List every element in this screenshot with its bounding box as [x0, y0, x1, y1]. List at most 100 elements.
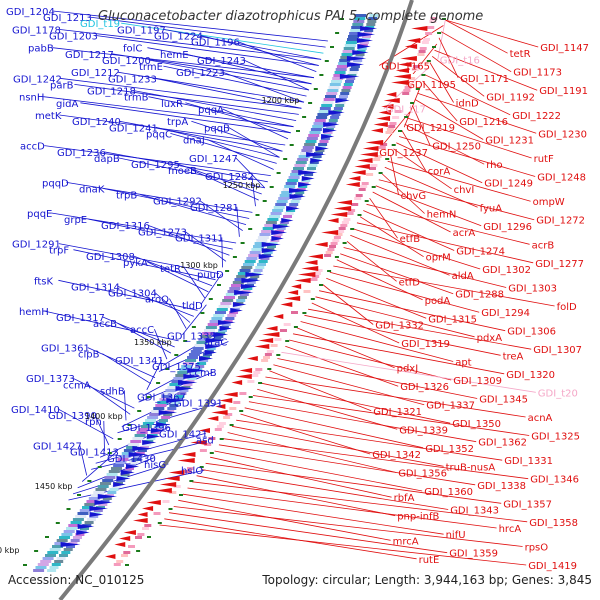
feature-stripe	[284, 185, 296, 188]
feature-stripe	[340, 92, 350, 95]
leader-line	[252, 395, 530, 436]
kbp-scale-label: 1250 kbp	[223, 181, 261, 190]
reverse-gene-arrow	[386, 92, 397, 97]
feature-stripe	[151, 410, 163, 413]
feature-stripe	[236, 299, 246, 302]
forward-gene-arrow	[289, 194, 306, 199]
feature-stripe	[63, 530, 75, 533]
feature-stripe	[313, 272, 321, 275]
reverse-gene-arrow	[146, 500, 161, 505]
reverse-gene-arrow	[357, 158, 373, 163]
gene-label-left: hemE	[160, 50, 189, 61]
reverse-gene-arrow	[378, 110, 391, 115]
tick-mark	[319, 74, 324, 76]
feature-stripe	[328, 119, 338, 122]
reverse-gene-arrow	[395, 68, 410, 73]
feature-stripe	[341, 53, 353, 56]
feature-stripe	[358, 188, 366, 191]
tick-mark	[442, 18, 446, 20]
feature-stripe	[316, 116, 328, 119]
feature-stripe	[70, 539, 80, 542]
feature-stripe	[220, 302, 232, 305]
feature-stripe	[336, 65, 348, 68]
feature-stripe	[126, 446, 138, 449]
leader-line	[326, 277, 427, 319]
reverse-gene-arrow	[333, 206, 352, 211]
reverse-gene-arrow	[262, 332, 280, 337]
forward-gene-arrow	[301, 176, 315, 181]
reverse-gene-arrow	[400, 56, 417, 61]
feature-stripe	[125, 548, 133, 551]
leader-line	[261, 382, 451, 424]
tick-mark	[191, 326, 196, 328]
feature-stripe	[175, 395, 185, 398]
gene-label-left: GDI_1223	[176, 68, 225, 79]
feature-stripe	[377, 149, 385, 152]
leader-line	[445, 19, 539, 48]
gene-label-right: hemN	[427, 210, 457, 221]
gene-label-left: GDI_1203	[49, 32, 98, 43]
feature-stripe	[59, 536, 70, 539]
leader-line	[66, 182, 253, 213]
forward-gene-arrow	[356, 38, 373, 43]
feature-stripe	[355, 194, 363, 197]
feature-stripe	[130, 440, 142, 443]
tick-mark	[267, 368, 272, 370]
forward-gene-arrow	[116, 476, 131, 481]
tick-mark	[342, 242, 347, 244]
tick-mark	[364, 200, 369, 202]
feature-stripe	[373, 158, 381, 161]
forward-gene-arrow	[234, 290, 254, 295]
feature-stripe	[427, 26, 435, 29]
reverse-gene-arrow	[398, 62, 412, 67]
leader-line	[207, 139, 274, 170]
gene-label-left: GDI_1396	[122, 423, 171, 434]
leader-line	[147, 47, 314, 79]
feature-stripe	[188, 353, 200, 356]
tick-mark	[410, 102, 415, 104]
feature-stripe	[243, 287, 253, 290]
leader-line	[384, 166, 478, 208]
gene-label-left: parB	[50, 80, 74, 91]
forward-gene-arrow	[175, 386, 194, 391]
reverse-gene-arrow	[383, 98, 400, 103]
feature-stripe	[237, 272, 249, 275]
feature-stripe	[218, 305, 230, 308]
feature-stripe	[144, 524, 152, 527]
feature-stripe	[234, 278, 246, 281]
reverse-gene-arrow	[360, 152, 378, 157]
feature-stripe	[323, 131, 333, 134]
leader-line	[333, 265, 555, 307]
feature-stripe	[163, 413, 173, 416]
feature-stripe	[204, 443, 212, 446]
feature-stripe	[253, 371, 261, 374]
leader-line	[199, 200, 243, 232]
gene-label-right: GDI_1315	[428, 314, 477, 325]
gene-label-left: GDI_1217	[65, 50, 114, 61]
feature-stripe	[320, 137, 330, 140]
gene-label-right: GDI_1165	[381, 62, 430, 73]
feature-stripe	[401, 95, 408, 98]
feature-stripe	[54, 542, 66, 545]
feature-stripe	[368, 17, 378, 20]
leader-line	[187, 487, 497, 529]
gene-label-left: ccmA	[63, 380, 91, 391]
gene-label-left: GDI_1317	[56, 313, 105, 324]
reverse-gene-arrow	[304, 260, 318, 265]
feature-stripe	[307, 167, 316, 170]
feature-stripe	[319, 107, 331, 110]
feature-stripe	[276, 335, 284, 338]
tick-mark	[289, 144, 294, 146]
feature-stripe	[84, 521, 94, 524]
genome-backbone-arc	[58, 0, 414, 600]
tick-mark	[199, 466, 204, 468]
tick-mark	[404, 116, 409, 118]
feature-stripe	[340, 56, 352, 59]
feature-stripe	[224, 296, 235, 299]
feature-stripe	[173, 398, 183, 401]
feature-stripe	[248, 254, 260, 257]
gene-label-right: GDI_1309	[453, 376, 502, 387]
forward-gene-arrow	[339, 74, 360, 79]
feature-stripe	[146, 437, 156, 440]
feature-stripe	[157, 401, 169, 404]
